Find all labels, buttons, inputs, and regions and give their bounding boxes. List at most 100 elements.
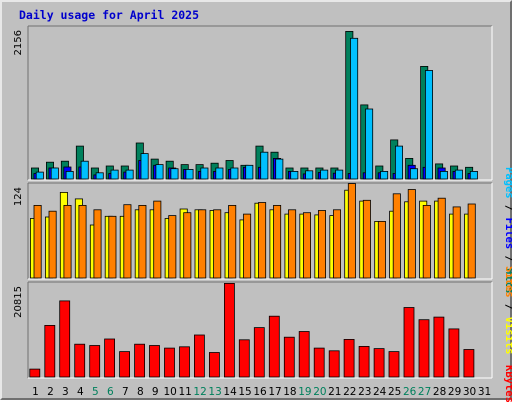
legend-sites: Sites xyxy=(503,266,512,298)
bar-sites-day-29 xyxy=(452,206,461,279)
bar-sites-day-24 xyxy=(377,220,386,279)
bar-sites-day-21 xyxy=(332,209,341,279)
bar-sites-day-18 xyxy=(288,209,297,279)
bar-sites-day-1 xyxy=(33,204,42,279)
x-tick-day-16: 16 xyxy=(253,386,267,398)
bar-sites-day-23 xyxy=(362,199,371,279)
legend-kbytes: KBytes xyxy=(503,365,512,402)
bar-pages-day-24 xyxy=(380,170,389,180)
bar-pages-day-26 xyxy=(409,168,418,180)
bar-kbytes-day-24 xyxy=(373,348,385,378)
bar-pages-day-15 xyxy=(245,164,254,180)
x-tick-day-28: 28 xyxy=(433,386,446,398)
x-tick-day-7: 7 xyxy=(122,386,129,398)
x-tick-day-20: 20 xyxy=(313,386,326,398)
bar-sites-day-7 xyxy=(123,204,132,279)
legend-panel-1: Pages / Files / Hits xyxy=(503,167,512,293)
y-max-label-panel-2: 124 xyxy=(13,187,24,206)
legend-panel-2: Sites / Visits xyxy=(503,266,512,355)
bar-pages-day-10 xyxy=(170,168,179,180)
x-tick-day-13: 13 xyxy=(208,386,221,398)
bar-sites-day-20 xyxy=(317,210,326,279)
x-tick-day-26: 26 xyxy=(403,386,417,398)
bar-pages-day-1 xyxy=(35,171,44,180)
x-tick-day-27: 27 xyxy=(418,386,431,398)
bar-pages-day-3 xyxy=(65,170,74,180)
bar-kbytes-day-25 xyxy=(388,351,400,378)
bar-kbytes-day-12 xyxy=(193,334,205,378)
bar-kbytes-day-30 xyxy=(463,349,475,378)
bar-pages-day-19 xyxy=(305,170,314,180)
bar-kbytes-day-5 xyxy=(89,345,101,378)
bar-sites-day-11 xyxy=(183,212,192,279)
x-tick-day-19: 19 xyxy=(298,386,311,398)
x-tick-day-14: 14 xyxy=(223,386,237,398)
bar-kbytes-day-2 xyxy=(44,324,56,378)
bar-pages-day-17 xyxy=(275,158,284,180)
bar-sites-day-22 xyxy=(347,183,356,279)
bar-sites-day-5 xyxy=(93,209,102,279)
bar-sites-day-26 xyxy=(407,189,416,279)
bar-sites-day-13 xyxy=(213,209,222,279)
x-tick-day-8: 8 xyxy=(137,386,144,398)
bar-pages-day-4 xyxy=(80,160,89,180)
x-tick-day-5: 5 xyxy=(92,386,99,398)
x-tick-day-18: 18 xyxy=(283,386,296,398)
bar-sites-day-16 xyxy=(258,202,267,279)
bar-kbytes-day-18 xyxy=(283,336,295,378)
bar-pages-day-22 xyxy=(350,37,359,180)
bar-pages-day-23 xyxy=(365,108,374,180)
chart-title: Daily usage for April 2025 xyxy=(19,8,200,22)
bar-kbytes-day-4 xyxy=(74,343,86,378)
bar-kbytes-day-16 xyxy=(253,327,265,378)
bar-kbytes-day-27 xyxy=(418,319,430,378)
legend-hits: Hits xyxy=(503,268,512,293)
x-tick-day-24: 24 xyxy=(373,386,387,398)
bar-kbytes-day-9 xyxy=(149,345,160,378)
bar-sites-day-27 xyxy=(422,204,431,279)
bar-pages-day-6 xyxy=(110,169,119,180)
bar-kbytes-day-23 xyxy=(358,345,370,378)
bar-kbytes-day-19 xyxy=(298,331,310,378)
y-max-label-panel-1: 2156 xyxy=(13,30,24,55)
x-tick-day-21: 21 xyxy=(328,386,341,398)
bar-kbytes-day-29 xyxy=(448,328,460,378)
bar-sites-day-15 xyxy=(243,213,252,279)
x-tick-day-17: 17 xyxy=(268,386,281,398)
bar-pages-day-18 xyxy=(290,170,299,180)
x-tick-day-1: 1 xyxy=(32,386,39,398)
bar-sites-day-25 xyxy=(392,193,401,279)
x-tick-day-11: 11 xyxy=(179,386,192,398)
bar-kbytes-day-6 xyxy=(104,338,115,378)
bar-kbytes-day-8 xyxy=(134,343,146,378)
bar-pages-day-25 xyxy=(394,145,403,180)
bar-sites-day-14 xyxy=(228,204,237,279)
bar-pages-day-27 xyxy=(424,70,433,180)
bar-kbytes-day-1 xyxy=(29,368,41,378)
bar-pages-day-29 xyxy=(454,169,463,180)
bar-sites-day-30 xyxy=(467,203,476,279)
x-tick-day-9: 9 xyxy=(152,386,159,398)
x-tick-day-4: 4 xyxy=(77,386,84,398)
x-tick-day-31: 31 xyxy=(478,386,491,398)
x-tick-day-30: 30 xyxy=(463,386,476,398)
bar-pages-day-16 xyxy=(260,151,269,180)
x-tick-day-29: 29 xyxy=(448,386,461,398)
bar-pages-day-13 xyxy=(215,167,224,180)
bar-pages-day-14 xyxy=(230,167,239,180)
x-tick-day-10: 10 xyxy=(164,386,177,398)
bar-kbytes-day-3 xyxy=(59,300,71,378)
legend-files: Files xyxy=(503,218,512,250)
bar-kbytes-day-13 xyxy=(208,352,220,378)
x-tick-day-3: 3 xyxy=(62,386,69,398)
bar-sites-day-9 xyxy=(153,200,162,279)
bar-sites-day-28 xyxy=(437,197,446,279)
bar-kbytes-day-17 xyxy=(268,315,280,378)
bar-kbytes-day-7 xyxy=(119,351,130,378)
x-tick-day-23: 23 xyxy=(358,386,371,398)
bar-pages-day-5 xyxy=(95,172,104,180)
bar-kbytes-day-10 xyxy=(164,347,175,378)
bar-pages-day-12 xyxy=(200,167,209,180)
